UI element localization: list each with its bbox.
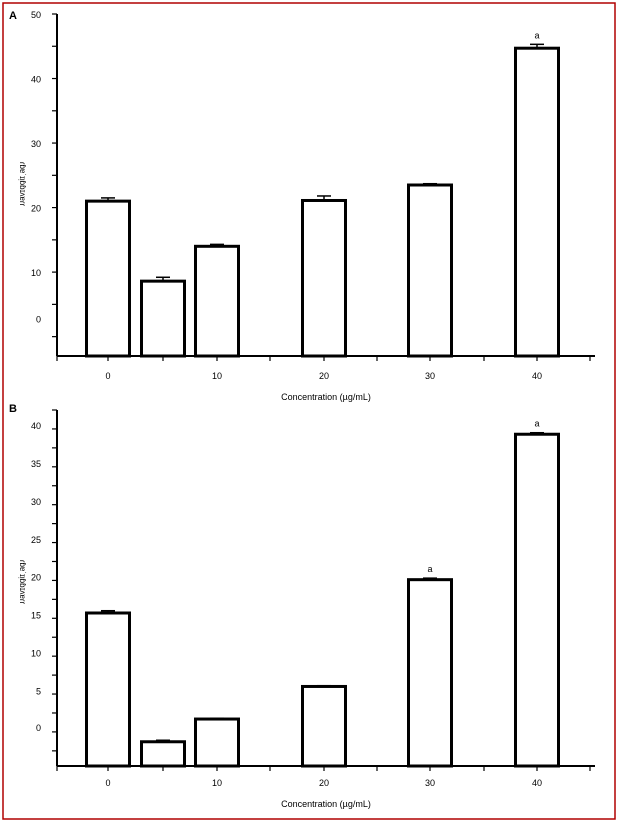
y-tick-label: 5 [36, 686, 41, 696]
x-tick-label: 0 [105, 371, 110, 381]
x-tick-label: 40 [532, 371, 542, 381]
y-tick-label: 0 [36, 315, 41, 325]
x-tick-label: 20 [319, 371, 329, 381]
x-tick-label: 30 [425, 778, 435, 788]
y-axis-label: ɾɓɐ˙ɪᴉɓɓɪʌɐɾɾ [18, 560, 27, 605]
x-tick-label: 30 [425, 371, 435, 381]
y-tick-label: 0 [36, 723, 41, 733]
y-tick-label: 15 [31, 611, 41, 621]
bar [194, 244, 240, 358]
y-tick-label: 20 [31, 573, 41, 583]
y-tick-label: 25 [31, 535, 41, 545]
bar [407, 183, 453, 358]
y-tick-label: 40 [31, 75, 41, 85]
bar [407, 578, 453, 768]
y-tick-label: 10 [31, 648, 41, 658]
chart-panel-b: B 0 5 10 15 20 25 30 35 40 ɾɓɐ˙ɪᴉɓɓɪʌɐɾɾ 0 10 20 30 40 C… [9, 403, 595, 809]
significance-label: a [427, 564, 432, 574]
bar [194, 717, 240, 768]
bar [514, 46, 560, 358]
y-tick-label: 30 [31, 497, 41, 507]
x-tick-label: 40 [532, 778, 542, 788]
panel-letter: B [9, 403, 17, 415]
y-tick-label: 10 [31, 268, 41, 278]
x-tick-label: 20 [319, 778, 329, 788]
y-tick-label: 20 [31, 204, 41, 214]
significance-label: a [534, 419, 539, 429]
y-tick-label: 30 [31, 139, 41, 149]
panel-letter: A [9, 10, 17, 22]
significance-label: a [534, 30, 539, 40]
bar [85, 199, 131, 358]
chart-panel-a: A 0 10 20 30 40 50 ɾɓɐ˙ɪᴉɓɓɪʌɐɾɾ 0 10 20 30 40 Concen… [9, 10, 595, 402]
x-tick-label: 10 [212, 778, 222, 788]
bar [85, 611, 131, 768]
x-axis-label: Concentration (µg/mL) [281, 392, 371, 402]
x-axis-label: Concentration (µg/mL) [281, 799, 371, 809]
bar [514, 432, 560, 768]
bar [301, 198, 347, 358]
y-tick-label: 35 [31, 459, 41, 469]
y-tick-label: 40 [31, 421, 41, 431]
x-tick-label: 0 [105, 778, 110, 788]
bar [301, 684, 347, 768]
x-tick-label: 10 [212, 371, 222, 381]
bar [140, 740, 186, 768]
bar [140, 279, 186, 358]
y-axis-label: ɾɓɐ˙ɪᴉɓɓɪʌɐɾɾ [18, 162, 27, 207]
y-tick-label: 50 [31, 10, 41, 20]
